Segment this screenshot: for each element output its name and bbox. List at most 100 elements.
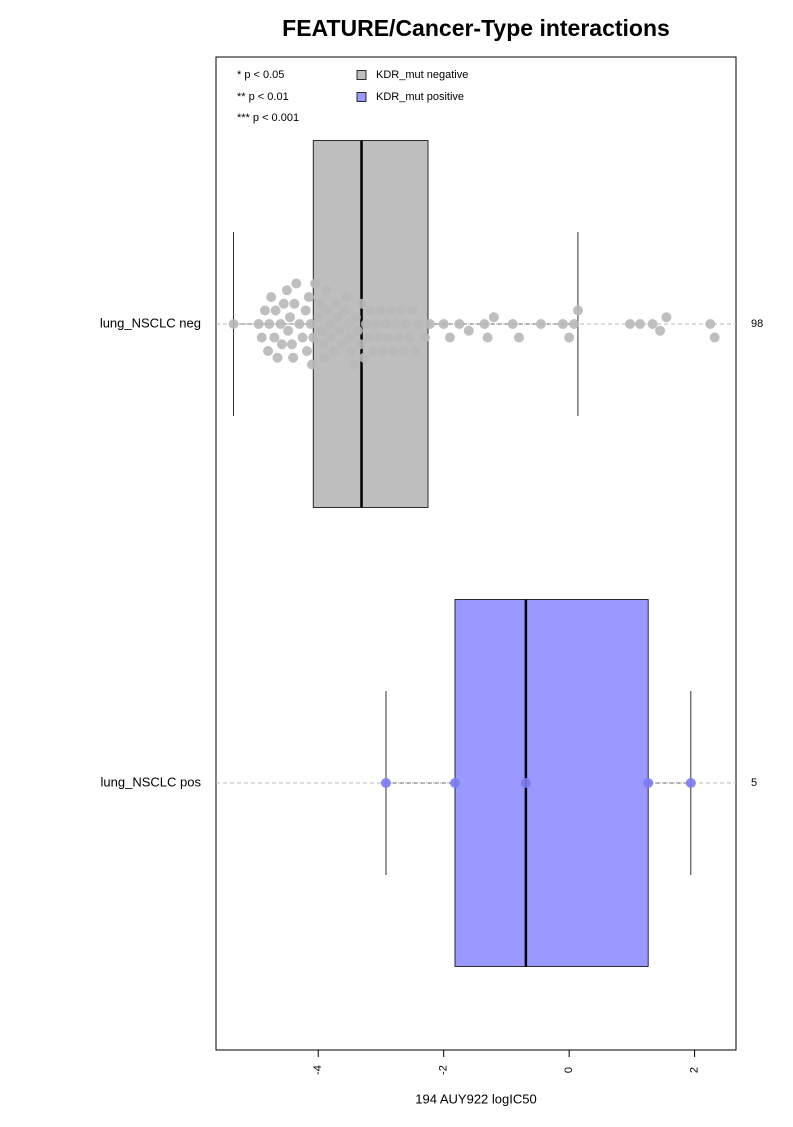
data-point <box>289 298 300 309</box>
data-point <box>363 332 374 343</box>
data-point <box>269 332 280 343</box>
data-point <box>288 352 299 363</box>
data-point <box>401 319 412 329</box>
data-point <box>407 305 418 316</box>
data-point <box>325 332 336 343</box>
count-label: 5 <box>751 777 757 789</box>
data-point <box>388 346 399 356</box>
data-point <box>373 332 384 343</box>
data-point <box>318 339 329 350</box>
data-point <box>308 332 319 343</box>
data-point <box>272 352 283 363</box>
data-point <box>454 319 465 329</box>
data-point <box>365 305 376 316</box>
data-point <box>300 305 311 316</box>
data-point <box>404 332 415 343</box>
legend-label: KDR_mut negative <box>376 69 468 81</box>
data-point <box>313 312 324 323</box>
data-point <box>655 325 666 336</box>
data-point <box>535 319 546 329</box>
data-point <box>479 319 490 329</box>
data-point <box>256 332 267 343</box>
annotation: ** p < 0.01 <box>237 91 289 103</box>
x-tick-label: -4 <box>312 1065 324 1075</box>
data-point <box>482 332 493 343</box>
data-point <box>315 298 326 309</box>
data-point <box>344 332 355 343</box>
data-point <box>449 778 460 788</box>
data-point <box>438 319 449 329</box>
data-point <box>391 319 402 329</box>
data-point <box>564 332 575 343</box>
data-point <box>253 319 264 329</box>
data-point <box>310 278 321 289</box>
data-point <box>647 319 658 329</box>
data-point <box>266 292 277 302</box>
data-point <box>661 312 672 323</box>
data-point <box>321 285 332 296</box>
data-point <box>359 352 370 363</box>
data-point <box>352 325 363 336</box>
data-point <box>709 332 720 343</box>
data-point <box>424 319 435 329</box>
data-point <box>413 319 424 329</box>
data-point <box>264 319 275 329</box>
data-point <box>355 339 366 350</box>
data-point <box>643 778 654 788</box>
data-point <box>350 312 361 323</box>
data-point <box>328 346 339 356</box>
data-point <box>275 319 286 329</box>
data-point <box>330 298 341 309</box>
data-point <box>285 312 296 323</box>
data-point <box>507 319 518 329</box>
data-point <box>319 352 330 363</box>
data-point <box>281 285 292 296</box>
data-point <box>557 319 568 329</box>
data-point <box>380 319 391 329</box>
data-point <box>263 346 274 356</box>
legend-swatch <box>356 92 367 102</box>
data-point <box>316 325 327 336</box>
y-tick-label: lung_NSCLC pos <box>101 774 202 789</box>
x-tick-label: 2 <box>689 1067 701 1073</box>
data-point <box>339 305 350 316</box>
data-point <box>444 332 455 343</box>
data-point <box>380 778 391 788</box>
data-point <box>419 332 430 343</box>
annotation: * p < 0.05 <box>237 69 284 81</box>
data-point <box>303 292 314 302</box>
data-point <box>324 319 335 329</box>
x-tick-label: -2 <box>438 1065 450 1075</box>
chart-title: FEATURE/Cancer-Type interactions <box>282 15 670 41</box>
data-point <box>488 312 499 323</box>
data-point <box>286 339 297 350</box>
data-point <box>393 332 404 343</box>
data-point <box>343 319 354 329</box>
data-point <box>513 332 524 343</box>
data-point <box>332 312 343 323</box>
data-point <box>360 319 371 329</box>
data-point <box>685 778 696 788</box>
y-tick-label: lung_NSCLC neg <box>100 315 201 330</box>
data-point <box>291 278 302 289</box>
legend-swatch <box>356 70 367 80</box>
data-point <box>270 305 281 316</box>
data-point <box>569 319 580 329</box>
data-point <box>283 325 294 336</box>
data-point <box>572 305 583 316</box>
data-point <box>370 319 381 329</box>
data-point <box>705 319 716 329</box>
data-point <box>228 319 239 329</box>
legend-label: KDR_mut positive <box>376 91 464 103</box>
data-point <box>346 346 357 356</box>
data-point <box>378 346 389 356</box>
data-point <box>305 319 316 329</box>
data-point <box>297 332 308 343</box>
data-point <box>294 319 305 329</box>
data-point <box>375 305 386 316</box>
data-point <box>259 305 270 316</box>
data-point <box>357 298 368 309</box>
data-point <box>348 359 359 370</box>
data-point <box>624 319 635 329</box>
x-tick-label: 0 <box>563 1067 575 1073</box>
